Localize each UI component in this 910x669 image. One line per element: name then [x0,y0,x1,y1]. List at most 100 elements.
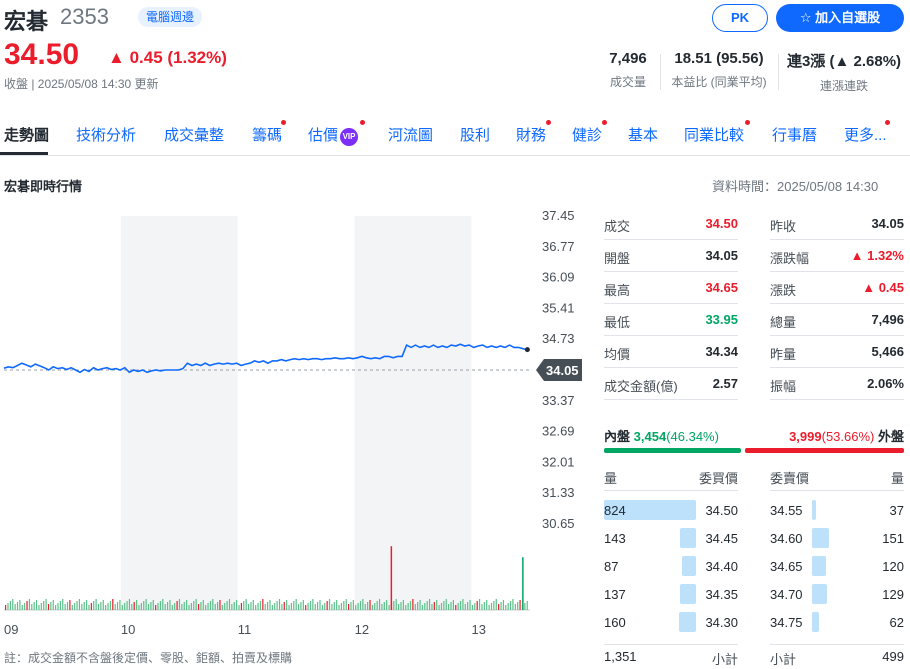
volume-bar [488,605,490,610]
tab-river-chart[interactable]: 河流圖 [388,127,434,144]
volume-bar [107,603,109,610]
bid-price: 34.35 [705,587,738,602]
volume-bar [388,605,390,610]
volume-bar [405,605,407,610]
volume-bar [169,600,171,610]
tab-basic[interactable]: 基本 [628,127,659,144]
volume-bar [140,603,142,610]
tab-health[interactable]: 健診 [572,127,603,144]
add-watchlist-label: 加入自選股 [815,10,881,25]
volume-bar [26,601,28,610]
volume-bar [71,605,73,610]
volume-bar [157,603,159,610]
volume-bar [45,599,47,610]
quote-value: 7,496 [871,312,904,327]
bid-volume-bar [604,500,696,520]
volume-bar [186,600,188,610]
volume-bar [328,599,331,610]
volume-bar [193,601,195,610]
volume-bar [197,604,200,610]
bid-volume: 824 [604,503,626,518]
volume-bar [343,601,345,610]
quote-value: 34.65 [705,280,738,295]
volume-bar [262,599,264,610]
tab-peer-compare[interactable]: 同業比較 [684,127,745,144]
quote-label: 昨量 [770,347,797,362]
x-axis-ticks: 09 10 11 12 13 [4,622,486,637]
volume-bar [414,604,416,610]
volume-bar [347,604,350,610]
volume-bar [145,599,147,610]
volume-bar [97,604,100,610]
y-tick-label: 32.69 [542,424,575,439]
add-watchlist-button[interactable]: ☆ 加入自選股 [776,4,904,32]
quote-value: ▲ 0.45 [862,280,904,295]
volume-bar [312,599,314,610]
volume-bar [238,605,240,610]
tab-dividend[interactable]: 股利 [460,127,491,144]
volume-bar [421,605,424,610]
y-tick-label: 31.33 [542,485,575,500]
volume-bar [509,601,512,610]
volume-bar [288,605,290,610]
intraday-chart[interactable]: 37.45 36.77 36.09 35.41 34.73 34.05 33.37 32.69… [0,210,590,640]
volume-bar [119,600,121,610]
quote-value: 34.05 [705,248,738,263]
volume-bar [152,600,154,610]
y-tick-label: 36.09 [542,270,575,285]
volume-bar [417,602,419,610]
tab-valuation[interactable]: 估價 VIP [308,124,359,146]
volume-bar [133,602,135,610]
bid-price: 34.30 [705,615,738,630]
bid-volume-bar [680,584,696,604]
tab-technical[interactable]: 技術分析 [76,127,137,144]
tab-trend[interactable]: 走勢圖 [4,127,50,144]
tab-summary[interactable]: 成交彙整 [164,127,225,144]
divider [604,644,738,645]
quote-row: 成交 34.50 [604,208,738,240]
volume-bar [95,599,97,610]
volume-bar [498,604,500,610]
ask-vol-header: 量 [890,471,904,486]
volume-bar [245,599,247,610]
quote-row: 振幅 2.06% [770,368,904,400]
reference-price-label: 34.05 [536,359,582,381]
volume-bar [102,600,104,610]
y-tick-label: 35.41 [542,300,575,315]
quote-row: 昨量 5,466 [770,336,904,368]
volume-bar [236,600,238,610]
volume-bar [526,601,528,610]
volume-bar [450,602,452,610]
divider [778,54,779,90]
volume-bar [505,605,507,610]
pk-button[interactable]: PK [712,4,768,32]
volume-bar [333,602,335,610]
volume-bar [309,601,312,610]
tab-financials[interactable]: 財務 [516,127,547,144]
volume-bar [443,601,445,610]
volume-bar [83,602,85,610]
chart-bands [4,216,530,610]
stat-volume: 7,496 成交量 [609,50,647,89]
volume-bar [367,602,369,610]
tab-more[interactable]: 更多... [844,127,887,144]
volume-bar [345,599,347,610]
ask-price-header: 委賣價 [770,471,810,486]
y-tick-label: 30.65 [542,516,575,531]
notification-dot [745,120,750,125]
volume-bar [278,599,281,610]
tab-calendar[interactable]: 行事曆 [772,127,818,144]
order-book: 量 委買價 委賣價 量 824 34.50 143 34.45 87 34.40 137 34… [604,466,904,667]
volume-bar [407,603,409,610]
x-tick-label: 09 [4,622,18,637]
industry-tag[interactable]: 電腦週邊 [138,7,203,27]
tab-chips[interactable]: 籌碼 [252,127,283,144]
volume-bar [362,599,364,610]
quote-value: 34.05 [871,216,904,231]
volume-bar [290,603,293,610]
hour-band [4,216,121,610]
volume-bar [207,603,209,610]
up-arrow-icon: ▲ [834,53,850,70]
volume-bar [369,600,371,610]
ask-price: 34.75 [770,615,803,630]
